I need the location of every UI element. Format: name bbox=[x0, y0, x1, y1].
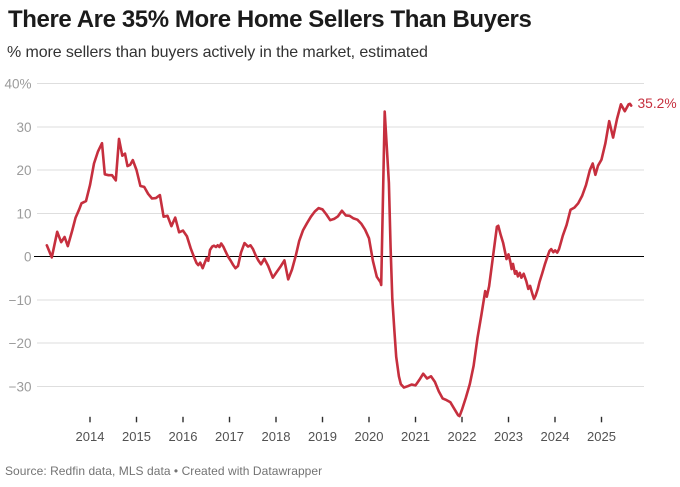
svg-text:2024: 2024 bbox=[541, 429, 570, 444]
svg-text:2014: 2014 bbox=[76, 429, 105, 444]
svg-text:2016: 2016 bbox=[169, 429, 198, 444]
svg-text:2021: 2021 bbox=[401, 429, 430, 444]
svg-text:−10: −10 bbox=[9, 293, 32, 308]
svg-text:40%: 40% bbox=[4, 77, 31, 92]
svg-text:2015: 2015 bbox=[122, 429, 151, 444]
svg-text:30: 30 bbox=[16, 120, 31, 135]
svg-text:35.2%: 35.2% bbox=[638, 96, 677, 111]
svg-text:2017: 2017 bbox=[215, 429, 244, 444]
svg-text:2022: 2022 bbox=[448, 429, 477, 444]
svg-text:10: 10 bbox=[16, 206, 31, 221]
svg-text:−30: −30 bbox=[9, 379, 32, 394]
svg-text:2019: 2019 bbox=[308, 429, 337, 444]
svg-text:0: 0 bbox=[24, 250, 32, 265]
svg-text:2025: 2025 bbox=[587, 429, 616, 444]
svg-text:2023: 2023 bbox=[494, 429, 523, 444]
svg-text:2020: 2020 bbox=[355, 429, 384, 444]
svg-text:20: 20 bbox=[16, 163, 31, 178]
svg-text:2018: 2018 bbox=[262, 429, 291, 444]
svg-text:−20: −20 bbox=[9, 336, 32, 351]
